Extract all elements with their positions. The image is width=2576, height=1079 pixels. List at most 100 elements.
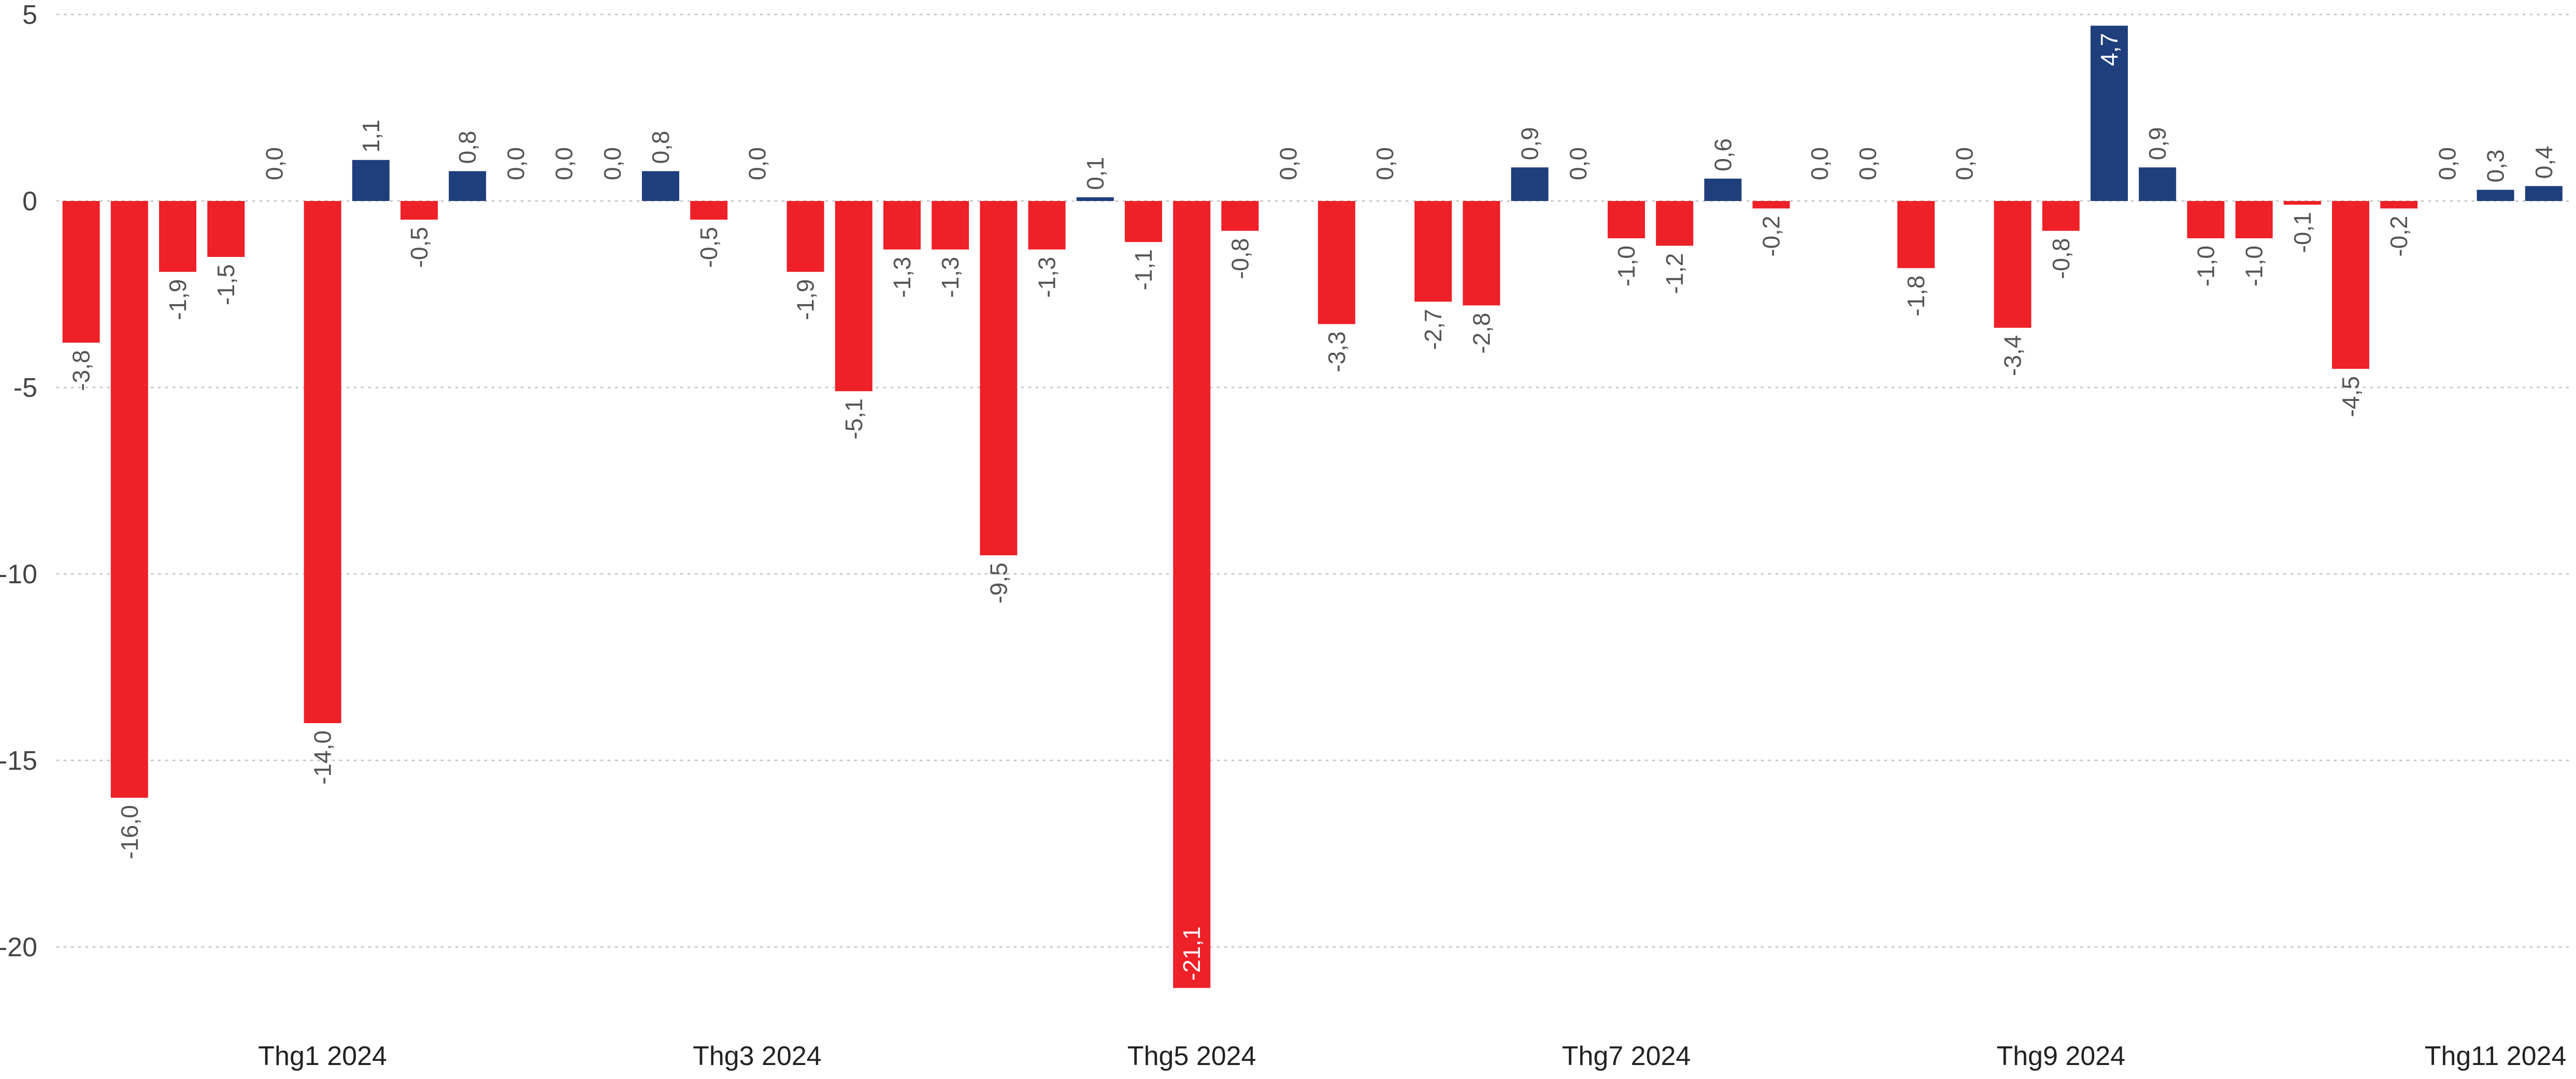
bar: [883, 201, 921, 250]
data-label: -1,9: [792, 279, 819, 320]
bar: [1994, 201, 2031, 328]
data-label: 0,8: [647, 131, 674, 164]
bar: [1125, 201, 1162, 242]
x-tick-label: Thg11 2024: [2425, 1041, 2567, 1071]
data-label: -16,0: [116, 805, 143, 859]
data-label: -5,1: [840, 398, 867, 439]
bar: [1656, 201, 1693, 246]
bar: [1414, 201, 1452, 301]
data-label: -9,5: [985, 563, 1012, 603]
bar: [63, 201, 100, 343]
y-axis: 5 0 -5 -10 -15 -20: [0, 0, 37, 962]
data-label: -1,0: [2192, 246, 2219, 286]
bar: [1608, 201, 1645, 238]
bar: [2525, 186, 2563, 201]
data-label: -3,4: [1999, 335, 2026, 376]
data-label: -0,2: [2385, 215, 2412, 256]
bar: [835, 201, 872, 391]
bar: [642, 171, 679, 201]
grid-layer: [57, 15, 2570, 947]
data-label: -2,7: [1420, 309, 1447, 350]
y-tick-label: -20: [0, 932, 37, 962]
data-label: -2,8: [1468, 313, 1495, 354]
bar: [207, 201, 245, 257]
data-label: -1,9: [164, 279, 191, 320]
x-tick-label: Thg7 2024: [1562, 1041, 1691, 1071]
bar: [2380, 201, 2417, 208]
data-label: -1,0: [1613, 246, 1640, 286]
y-tick-label: 5: [22, 0, 37, 30]
data-label: 0,0: [261, 147, 288, 180]
x-tick-label: Thg9 2024: [1996, 1041, 2125, 1071]
data-label: 1,1: [357, 120, 384, 153]
data-label: 4,7: [2096, 33, 2123, 66]
data-label: 0,4: [2530, 146, 2557, 179]
bar: [1511, 167, 1549, 201]
y-tick-label: -15: [0, 746, 37, 776]
bar: [1318, 201, 1355, 324]
x-tick-label: Thg3 2024: [693, 1041, 822, 1071]
bar: [2236, 201, 2273, 238]
bar: [1077, 197, 1114, 201]
data-label: 0,6: [1709, 138, 1736, 171]
data-label: -1,2: [1661, 253, 1688, 294]
x-tick-label: Thg1 2024: [258, 1041, 387, 1071]
bar: [159, 201, 196, 272]
data-label: -3,3: [1323, 332, 1350, 372]
data-label: 0,3: [2482, 149, 2509, 182]
data-label: -0,8: [2048, 238, 2074, 279]
data-label: -3,8: [68, 350, 95, 391]
bar: [111, 201, 148, 798]
data-label: 0,0: [502, 147, 529, 180]
bar: [932, 201, 969, 250]
data-label: -0,5: [695, 227, 722, 268]
bar: [980, 201, 1017, 555]
data-label: -0,8: [1226, 238, 1253, 279]
bar: [2187, 201, 2224, 238]
bar: [1897, 201, 1935, 268]
bar: [2332, 201, 2369, 369]
data-label: 0,0: [2434, 147, 2460, 180]
data-label: -1,3: [889, 257, 915, 298]
bar: [400, 201, 438, 220]
data-label: -0,1: [2289, 212, 2316, 253]
x-axis: Thg1 2024 Thg3 2024 Thg5 2024 Thg7 2024 Thg9…: [258, 1041, 2566, 1071]
data-label: -21,1: [1178, 926, 1205, 981]
data-label: 0,0: [1275, 147, 1302, 180]
bar: [2477, 190, 2514, 201]
data-label: -1,3: [937, 257, 964, 298]
bar: [1704, 179, 1741, 201]
bar: [1221, 201, 1258, 231]
data-label: -1,5: [212, 264, 239, 305]
bar: [2139, 167, 2176, 201]
bars: [63, 26, 2563, 988]
bar: [1028, 201, 1066, 250]
bar: [787, 201, 824, 272]
data-label: 0,9: [2144, 127, 2171, 160]
data-label: 0,0: [551, 147, 578, 180]
data-label: -4,5: [2337, 376, 2364, 417]
bar: [2284, 201, 2321, 205]
bar: [1753, 201, 1790, 208]
y-tick-label: -10: [0, 559, 37, 589]
data-label: 0,0: [1854, 147, 1881, 180]
data-label: 0,0: [1565, 147, 1592, 180]
data-label: -1,8: [1902, 276, 1929, 316]
y-tick-label: -5: [13, 373, 37, 403]
x-tick-label: Thg5 2024: [1127, 1041, 1256, 1071]
data-label: 0,8: [454, 131, 481, 164]
bar: [2042, 201, 2080, 231]
bar: [449, 171, 486, 201]
data-label: -1,1: [1130, 249, 1157, 290]
bar: [690, 201, 727, 220]
data-labels: -3,8 -16,0 -1,9 -1,5 0,0 -14,0 1,1 -0,5 0,8 0,0 0,…: [68, 33, 2557, 981]
data-label: 0,9: [1516, 127, 1543, 160]
data-label: 0,0: [1806, 147, 1833, 180]
data-label: -1,3: [1034, 257, 1061, 298]
data-label: 0,0: [1951, 147, 1978, 180]
data-label: 0,0: [599, 147, 626, 180]
y-tick-label: 0: [22, 186, 37, 217]
data-label: 0,1: [1082, 157, 1109, 190]
